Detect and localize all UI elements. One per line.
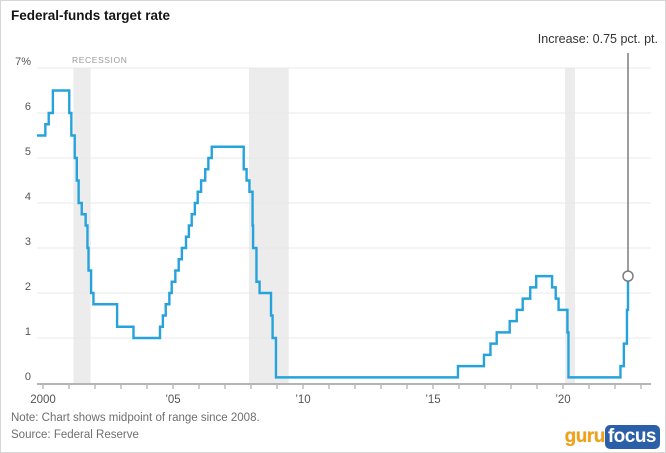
x-tick-label: ’10 bbox=[295, 394, 310, 406]
y-tick-label: 5 bbox=[25, 146, 31, 158]
rate-line bbox=[37, 89, 630, 379]
y-tick-label: 0 bbox=[25, 371, 31, 383]
recession-label: RECESSION bbox=[72, 55, 128, 65]
annotation-marker bbox=[622, 270, 634, 282]
gurufocus-logo: guru focus bbox=[565, 425, 660, 449]
recession-band bbox=[73, 68, 91, 383]
x-tick-label: 2000 bbox=[30, 394, 56, 406]
source-text: Source: Federal Reserve bbox=[11, 429, 139, 441]
recession-band bbox=[248, 68, 289, 383]
x-tick-label: ’15 bbox=[425, 394, 440, 406]
y-tick-label: 6 bbox=[25, 101, 31, 113]
x-tick-label: ’05 bbox=[165, 394, 180, 406]
annotation-label: Increase: 0.75 pct. pt. bbox=[537, 32, 658, 46]
y-tick-label: 1 bbox=[25, 326, 31, 338]
logo-focus-text: focus bbox=[604, 425, 660, 449]
y-tick-label: 3 bbox=[25, 236, 31, 248]
page-title: Federal-funds target rate bbox=[11, 8, 171, 23]
y-tick-label: 7% bbox=[15, 56, 31, 68]
logo-guru-text: guru bbox=[564, 426, 606, 447]
x-tick-label: ’20 bbox=[555, 394, 570, 406]
y-tick-label: 2 bbox=[25, 281, 31, 293]
recession-band bbox=[565, 68, 575, 383]
footnote: Note: Chart shows midpoint of range sinc… bbox=[11, 410, 260, 444]
y-tick-label: 4 bbox=[25, 191, 31, 203]
note-text: Note: Chart shows midpoint of range sinc… bbox=[11, 412, 260, 424]
rate-chart: 2000 ’05 ’10 ’15 ’20 0 1 2 3 4 5 6 7% bbox=[15, 53, 651, 406]
